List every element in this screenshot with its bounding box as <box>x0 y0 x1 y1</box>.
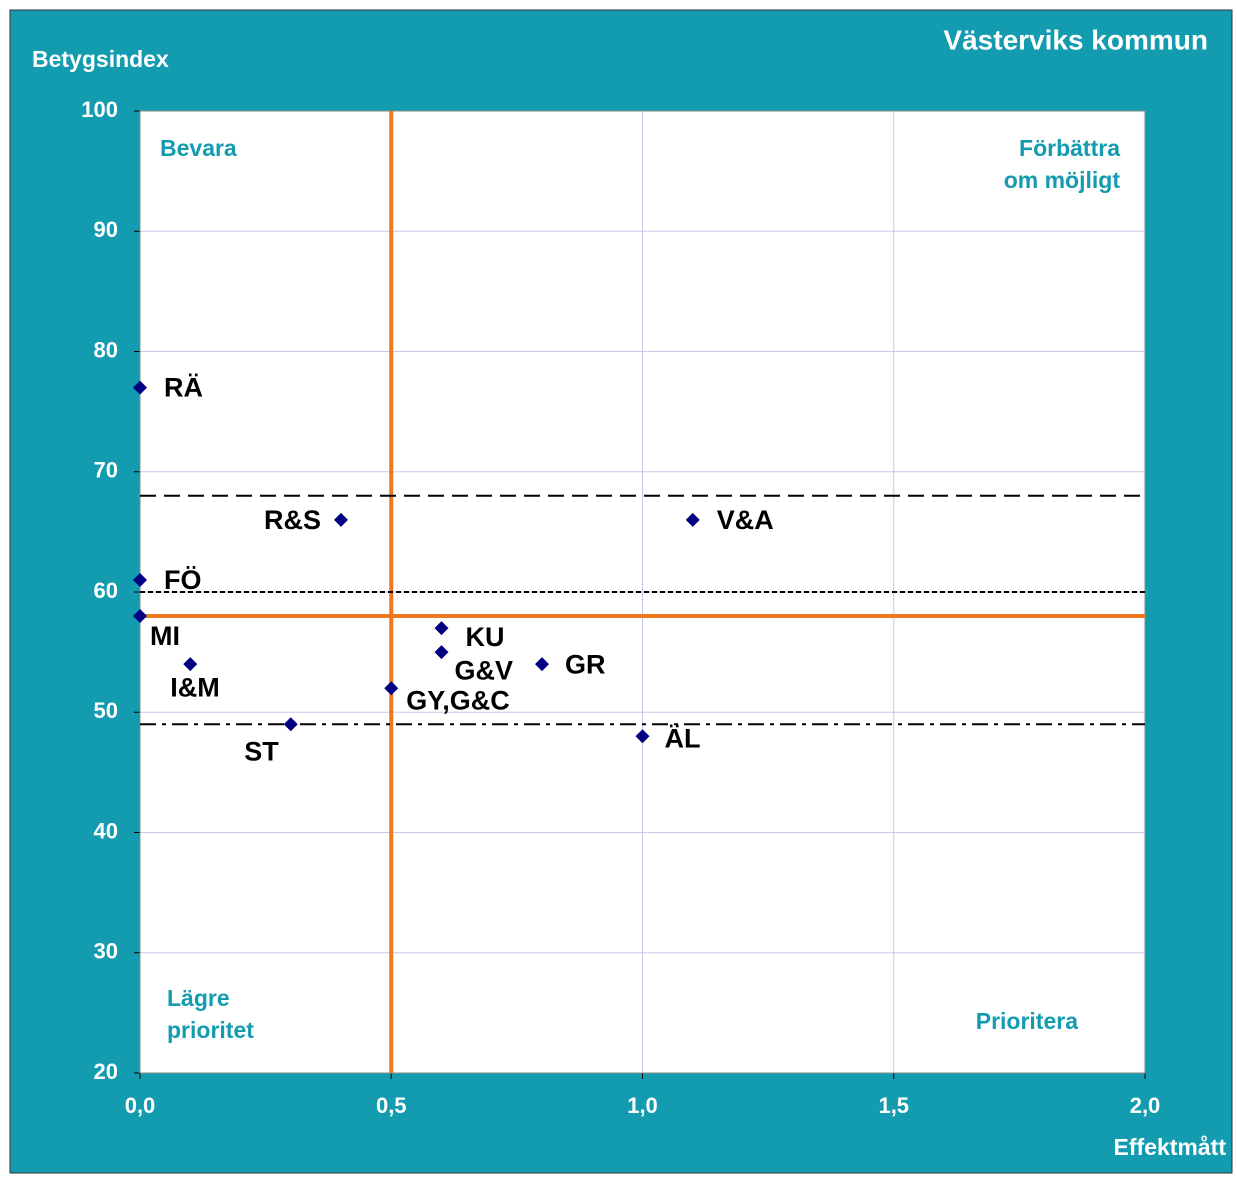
point <box>434 621 449 636</box>
quadrant-label: Lägre <box>167 985 230 1011</box>
quadrant-label: Bevara <box>160 135 237 161</box>
y-tick-label: 20 <box>94 1059 118 1084</box>
point-label: I&M <box>170 672 220 702</box>
x-tick-label: 0,5 <box>376 1093 407 1118</box>
y-tick-label: 50 <box>94 698 118 723</box>
point <box>133 380 147 395</box>
point-label: GR <box>565 649 606 679</box>
point <box>535 657 549 672</box>
point <box>334 512 348 527</box>
point <box>183 657 198 672</box>
x-tick-label: 2,0 <box>1130 1093 1161 1118</box>
y-tick-label: 90 <box>94 217 118 242</box>
point-label: V&A <box>717 505 774 535</box>
y-tick-label: 30 <box>94 939 118 964</box>
x-tick-label: 1,5 <box>878 1093 909 1118</box>
point-label: ÄL <box>665 723 701 753</box>
point-label: R&S <box>264 505 321 535</box>
point-label: MI <box>150 621 180 651</box>
quadrant-label: Prioritera <box>976 1008 1078 1034</box>
point-label: G&V <box>455 655 514 685</box>
quadrant-label: Förbättra <box>1019 135 1120 161</box>
point <box>384 681 399 696</box>
point-label: KU <box>466 622 505 652</box>
point <box>635 729 650 744</box>
y-tick-label: 100 <box>81 97 118 122</box>
point <box>133 572 147 587</box>
point <box>685 512 700 527</box>
point <box>133 609 147 624</box>
quadrant-label: prioritet <box>167 1017 254 1043</box>
y-axis-label: Betygsindex <box>32 46 169 72</box>
x-tick-label: 0,0 <box>125 1093 156 1118</box>
y-tick-label: 40 <box>94 818 118 843</box>
chart-title: Västerviks kommun <box>943 24 1208 55</box>
quadrant-label: om möjligt <box>1004 167 1121 193</box>
y-tick-label: 70 <box>94 458 118 483</box>
x-tick-label: 1,0 <box>627 1093 658 1118</box>
y-tick-label: 80 <box>94 337 118 362</box>
point-label: ST <box>244 736 279 766</box>
point-label: RÄ <box>164 373 203 403</box>
y-tick-label: 60 <box>94 578 118 603</box>
point-label: FÖ <box>164 565 202 595</box>
point <box>434 645 449 660</box>
point <box>283 717 298 732</box>
point-label: GY,G&C <box>406 685 510 715</box>
x-axis-label: Effektmått <box>1114 1134 1227 1160</box>
